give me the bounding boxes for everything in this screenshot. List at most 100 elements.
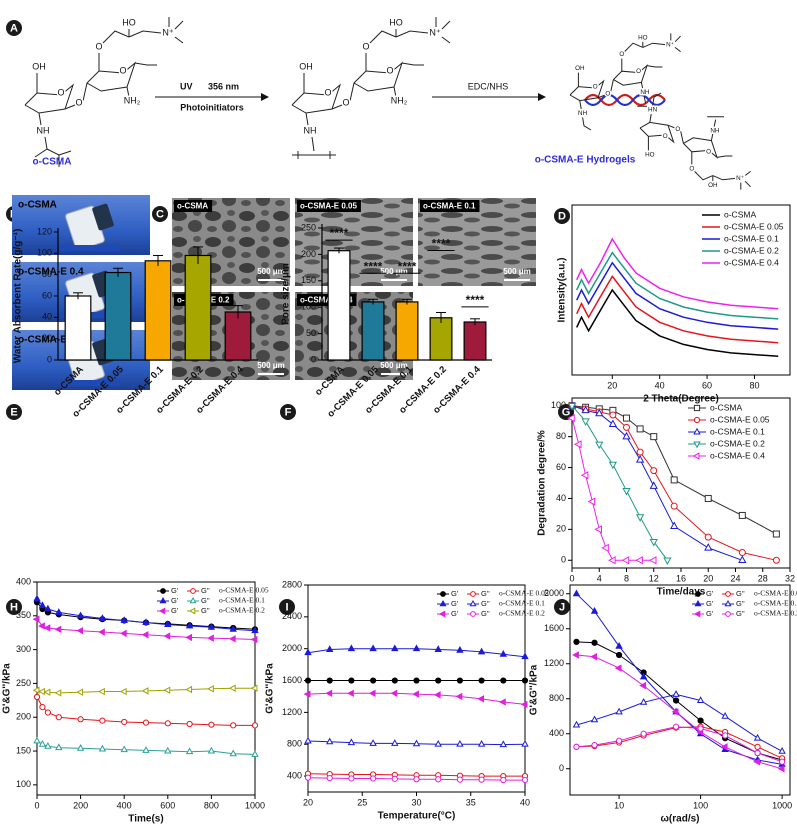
marker	[521, 652, 529, 660]
marker	[595, 408, 604, 417]
marker	[76, 744, 85, 751]
marker	[185, 633, 193, 642]
marker	[229, 749, 237, 757]
atom-label: O	[605, 90, 610, 97]
marker	[499, 740, 508, 748]
sem-label-bg	[420, 200, 480, 212]
panel-badge	[6, 20, 22, 36]
marker	[38, 687, 45, 696]
bond	[624, 42, 643, 52]
bond	[667, 124, 676, 129]
bond	[712, 175, 736, 181]
x-tick-label: 20	[607, 380, 617, 390]
bond	[613, 64, 649, 86]
series-line	[576, 654, 783, 770]
marker	[572, 651, 579, 659]
bond	[38, 112, 42, 126]
marker	[696, 696, 705, 703]
marker	[228, 684, 236, 692]
bar	[463, 321, 487, 361]
y-tick-label: 20	[42, 333, 52, 343]
marker	[141, 631, 149, 639]
legend-marker	[469, 599, 477, 607]
legend-row-label: o-CSMA-E 0.1	[499, 599, 545, 608]
atom-label: O	[57, 87, 64, 97]
x-tick-label: 800	[204, 800, 219, 810]
legend-marker	[440, 591, 446, 597]
marker	[456, 645, 464, 653]
legend-marker	[693, 441, 701, 449]
marker	[697, 725, 704, 732]
legend-row-label: o-CSMA-E 0.2	[219, 606, 265, 615]
marker	[434, 739, 442, 747]
marker	[141, 687, 149, 695]
series-line	[571, 405, 668, 561]
marker	[39, 703, 46, 711]
marker	[98, 687, 105, 696]
marker	[163, 686, 171, 694]
scale-bar-label: 500 μm	[257, 361, 285, 370]
x-tick-label: 100	[693, 800, 708, 810]
y-tick-label: 1600	[544, 623, 564, 633]
y-tick-label: 100	[301, 302, 316, 312]
marker	[649, 538, 658, 547]
x-tick-label: 28	[758, 573, 768, 583]
sem-image	[295, 198, 413, 286]
marker	[120, 745, 128, 753]
bond	[649, 113, 652, 123]
marker	[738, 511, 746, 519]
legend-marker	[188, 607, 196, 615]
panel-badge	[6, 599, 22, 615]
sem-label-bg	[297, 200, 361, 212]
marker	[185, 621, 194, 629]
marker	[98, 614, 107, 621]
atom-label: N⁺	[666, 41, 674, 48]
atom-label: O	[593, 83, 598, 90]
bond	[640, 82, 644, 90]
marker	[772, 530, 780, 538]
marker	[478, 677, 485, 684]
legend-marker	[693, 610, 701, 618]
marker	[477, 739, 486, 747]
marker	[609, 411, 617, 419]
panel-label: A	[10, 22, 18, 34]
sem-label: o-CSMA	[177, 202, 208, 211]
marker	[478, 776, 485, 783]
y-axis-label: G'&G''/kPa	[529, 664, 540, 715]
marker	[581, 405, 590, 414]
marker	[754, 749, 761, 757]
marker	[590, 653, 597, 661]
marker	[572, 589, 581, 597]
marker	[54, 689, 62, 697]
marker	[38, 601, 47, 609]
marker	[325, 689, 333, 697]
marker	[76, 611, 85, 619]
marker	[250, 684, 258, 692]
atom-label: O	[324, 87, 331, 97]
atom-label: NH₂	[391, 95, 408, 105]
panel-label: H	[10, 601, 18, 613]
x-tick-label: 12	[649, 573, 659, 583]
marker	[43, 688, 51, 696]
legend-marker	[695, 591, 701, 597]
x-tick-label: 35	[466, 797, 476, 807]
marker	[164, 620, 172, 628]
marker	[325, 645, 334, 652]
x-axis-label: Time(s)	[128, 814, 163, 824]
bond	[134, 62, 157, 66]
bond	[64, 104, 76, 110]
vial-stand	[60, 245, 120, 251]
marker	[649, 481, 658, 489]
scale-bar-label: 500 μm	[380, 267, 408, 276]
legend-marker	[470, 591, 476, 597]
x-tick-label: 4	[597, 573, 602, 583]
marker	[521, 677, 529, 684]
marker	[640, 730, 647, 737]
step2-reagent: EDC/NHS	[468, 81, 509, 91]
atom-label: HO	[389, 17, 403, 27]
marker	[499, 649, 508, 657]
marker	[347, 644, 356, 652]
atom-label: NH	[640, 89, 650, 96]
bond	[82, 82, 88, 102]
